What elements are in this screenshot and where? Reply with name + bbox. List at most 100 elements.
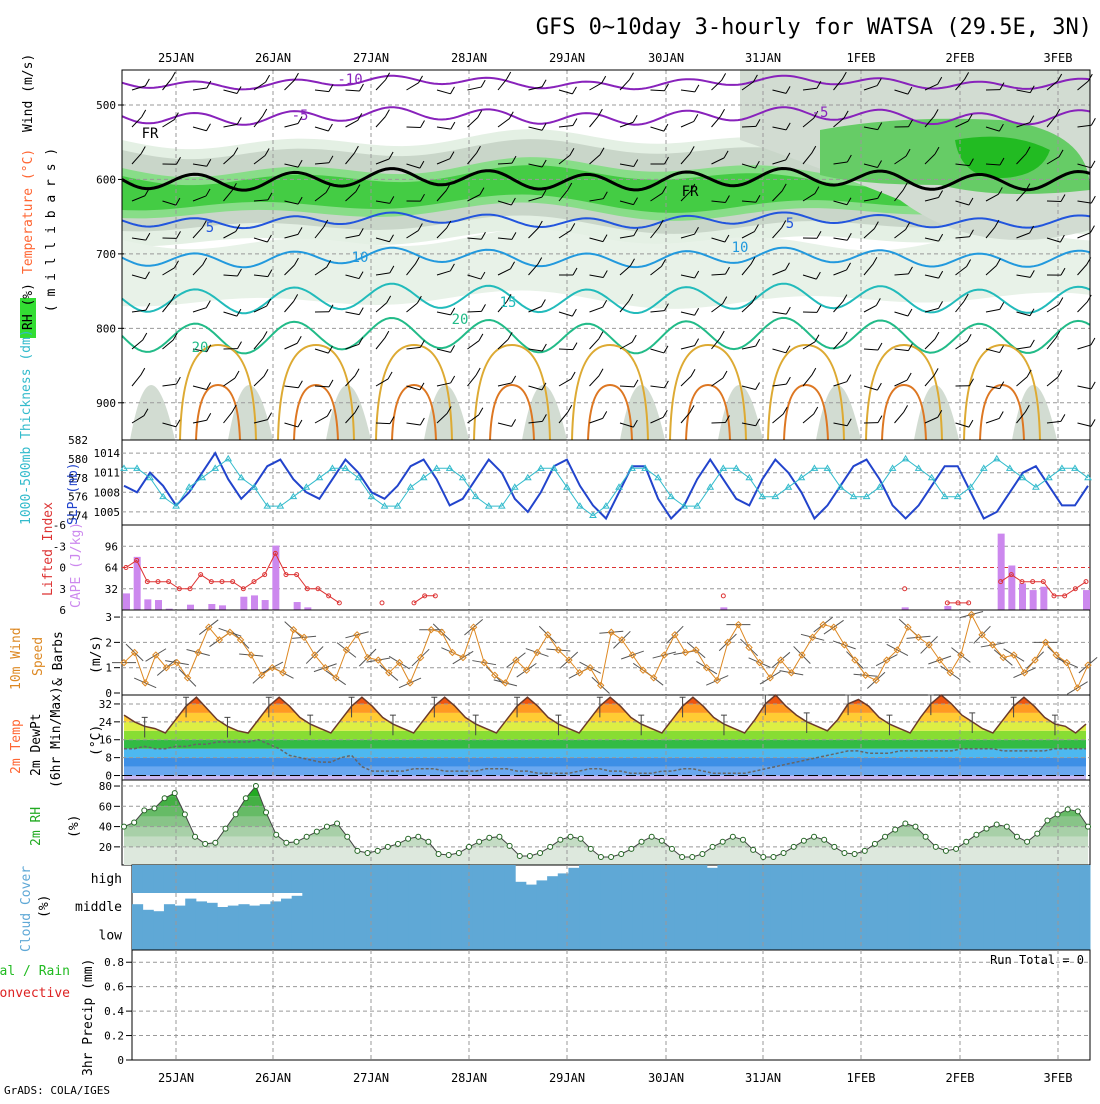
cloud-bar [675,893,686,921]
cloud-bar [717,893,728,921]
wind-barb-flag [1091,419,1095,426]
rh2m-marker [355,848,360,853]
cloud-bar [1037,893,1048,921]
cloud-bar [1015,865,1026,893]
cloud-bar [845,893,856,921]
wind-barb-flag [1091,382,1095,389]
rh2m-marker [832,844,837,849]
cloud-bar [366,921,377,950]
rh2m-marker [406,836,411,841]
bottom-date-label: 26JAN [255,1071,291,1085]
bottom-date-label: 2FEB [946,1071,975,1085]
cloud-bar [994,921,1005,950]
cloud-bar [568,868,579,893]
temperature-label: Temperature (°C) [21,149,36,274]
cloud-bar [568,921,579,950]
cloud-bar [1058,893,1069,921]
rh2m-marker [456,850,461,855]
cloud-bar [930,893,941,921]
cloud-bar [1069,865,1080,893]
cloud-bar [164,921,175,950]
cloud-bar [473,865,484,893]
cloud-bar [717,865,728,893]
cloud-bar [1037,865,1048,893]
slp-tick: 1008 [94,486,121,499]
cloud-bar [643,921,654,950]
cloud-bar [494,921,505,950]
rh2m-marker [609,855,614,860]
rh2m-marker [619,851,624,856]
cloud-bar [1037,921,1048,950]
cloud-bar [909,865,920,893]
top-date-label: 3FEB [1044,51,1073,65]
cloud-bar [387,893,398,921]
cloud-bar [1058,921,1069,950]
rh2m-marker [791,844,796,849]
cloud-bar [643,893,654,921]
cloud-bar [324,865,335,893]
cloud-bar [728,865,739,893]
cloud-bar [207,921,218,950]
rh2m-marker [649,834,654,839]
cloud-bar [207,903,218,921]
cloud-bar [387,865,398,893]
wind-barb-flag [1091,118,1095,125]
cloud-bar [632,921,643,950]
top-date-label: 29JAN [549,51,585,65]
cloud-bar [164,904,175,921]
cloud-bar [558,873,569,893]
tick-label: 3 [105,611,112,624]
cloud-label: Cloud Cover [19,866,34,952]
cloud-bar [962,893,973,921]
cloud-bar [196,901,207,921]
rh2m-marker [395,841,400,846]
rh2m-marker [527,853,532,858]
cloud-bar [143,921,154,950]
rh2m-marker [933,844,938,849]
cloud-bar [430,893,441,921]
temp-band [122,740,1088,749]
cape-bar [208,604,215,610]
cloud-bar [760,893,771,921]
rh2m-marker [852,851,857,856]
cloud-bar [643,865,654,893]
rh2m-marker [487,835,492,840]
tick-label: 500 [96,99,116,112]
rh2m-marker [568,834,573,839]
tick-label: 0.6 [104,981,124,994]
rh2m-marker [690,855,695,860]
rh2m-marker [862,848,867,853]
rh2m-marker [710,844,715,849]
top-date-label: 26JAN [255,51,291,65]
cloud-bar [377,893,388,921]
cloud-bar [813,893,824,921]
cloud-bar [281,921,292,950]
rh2m-marker [903,821,908,826]
cloud-bar [217,921,228,950]
cloud-bar [536,893,547,921]
cloud-bar [515,893,526,921]
cloud-bar [622,921,633,950]
wind10-frame [122,610,1090,695]
cloud-bar [260,865,271,893]
cloud-bar [941,921,952,950]
cloud-bar [345,893,356,921]
wind-barb-flag [1091,196,1095,203]
cloud-bar [845,865,856,893]
cloud-bar [515,882,526,893]
rh2m-marker [477,839,482,844]
precip-axis: 0.80.60.40.20 [104,956,132,1067]
cloud-bar [771,893,782,921]
cloud-bar [1005,893,1016,921]
cloud-bar [324,893,335,921]
cloud-bar [270,865,281,893]
cloud-bar [249,865,260,893]
cloud-bar [654,865,665,893]
cloud-bar [1079,893,1090,921]
cloud-bar [366,865,377,893]
rh2m-marker [1075,809,1080,814]
cloud-bar [898,921,909,950]
cloud-bar [228,865,239,893]
rh2m-marker [740,837,745,842]
